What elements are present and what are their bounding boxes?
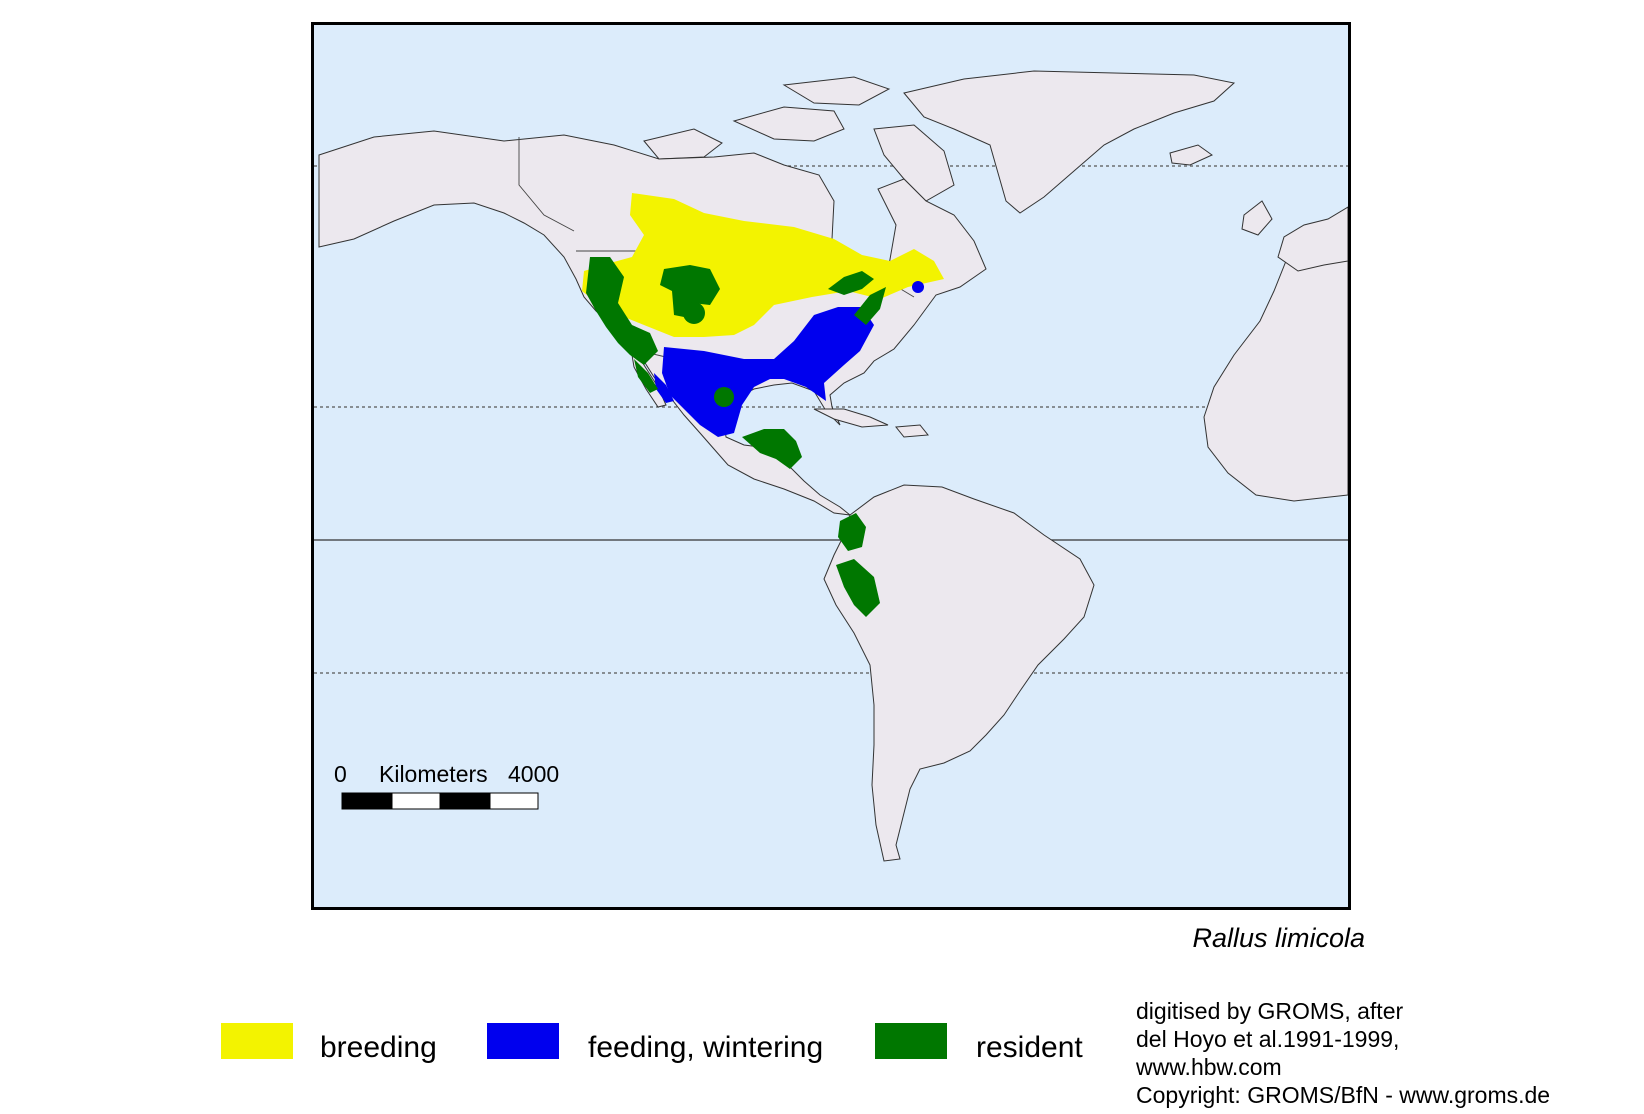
africa-landmass xyxy=(1203,234,1348,502)
arctic-island xyxy=(732,106,845,142)
hispaniola xyxy=(895,424,929,438)
credits-line: www.hbw.com xyxy=(1136,1054,1282,1080)
resident-range xyxy=(742,429,802,469)
resident-range xyxy=(660,265,720,317)
breeding-range xyxy=(582,193,944,337)
map-canvas: 0 Kilometers 4000 xyxy=(314,70,1348,862)
resident-range xyxy=(854,287,886,325)
legend-label-breeding: breeding xyxy=(320,1031,437,1064)
credits-block: digitised by GROMS, after del Hoyo et al… xyxy=(1136,997,1550,1109)
arctic-island xyxy=(643,128,723,160)
resident-range xyxy=(836,559,880,617)
resident-range xyxy=(838,513,866,551)
species-name: Rallus limicola xyxy=(1192,923,1365,953)
scale-bar: 0 Kilometers 4000 xyxy=(334,761,559,810)
credits-line: Copyright: GROMS/BfN - www.groms.de xyxy=(1136,1082,1551,1108)
feeding-wintering-spot xyxy=(912,281,924,293)
scale-unit-label: Kilometers xyxy=(379,761,488,787)
legend-swatch-feeding-wintering xyxy=(487,1023,559,1059)
scale-max-label: 4000 xyxy=(508,761,559,787)
iceland xyxy=(1169,144,1213,166)
legend-swatch-resident xyxy=(875,1023,947,1059)
credits-line: del Hoyo et al.1991-1999, xyxy=(1136,1026,1400,1052)
scale-segment xyxy=(391,792,441,810)
resident-range xyxy=(586,257,658,365)
arctic-island xyxy=(782,76,891,106)
legend-label-feeding-wintering: feeding, wintering xyxy=(588,1031,824,1064)
greenland-landmass xyxy=(903,70,1236,214)
scale-segment xyxy=(341,792,393,810)
legend-label-resident: resident xyxy=(976,1031,1083,1064)
british-isles xyxy=(1241,200,1273,236)
cuba xyxy=(813,408,889,428)
resident-spot xyxy=(683,302,705,324)
scale-zero-label: 0 xyxy=(334,761,347,787)
credits-line: digitised by GROMS, after xyxy=(1136,998,1404,1024)
resident-spot xyxy=(714,387,734,407)
scale-segment xyxy=(489,792,539,810)
scale-segment xyxy=(439,792,491,810)
legend-swatch-breeding xyxy=(221,1023,293,1059)
resident-range xyxy=(634,359,658,393)
border-alaska-canada xyxy=(518,137,575,232)
europe-landmass xyxy=(1277,206,1348,272)
baffin-island xyxy=(873,124,955,202)
resident-range xyxy=(828,271,874,295)
south-america-landmass xyxy=(823,484,1095,862)
feeding-wintering-spot xyxy=(654,373,674,403)
feeding-wintering-range xyxy=(662,307,874,437)
range-map: 0 Kilometers 4000 xyxy=(311,22,1351,910)
